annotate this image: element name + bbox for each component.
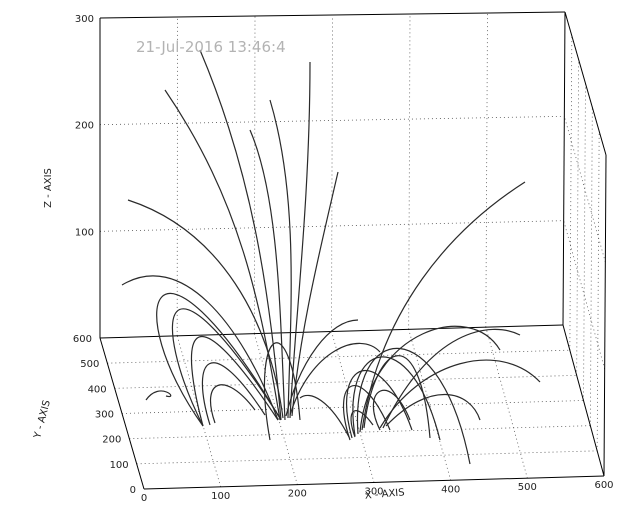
z-axis-label: Z - AXIS (43, 168, 54, 208)
field-line-6 (263, 342, 301, 441)
field-line-4 (201, 362, 266, 426)
floor-grid-x (408, 329, 452, 481)
field-line-17 (342, 385, 391, 441)
right-wall-grid (589, 107, 593, 426)
back-wall-grid-horizontal (99, 220, 564, 232)
axis-frame-edge (562, 11, 566, 326)
field-line-14 (121, 275, 279, 421)
field-line-3 (156, 292, 282, 427)
y-tick-label: 400 (88, 384, 107, 395)
axis-frame-edge (99, 11, 566, 19)
y-tick-label: 100 (110, 460, 129, 471)
x-tick-label: 500 (518, 482, 537, 493)
x-tick-label: 100 (211, 491, 230, 502)
field-line-30 (385, 393, 481, 427)
field-line-13 (127, 199, 284, 419)
right-wall-grid (569, 35, 573, 351)
y-tick-label: 200 (102, 435, 121, 446)
back-wall-grid-vertical (485, 12, 488, 328)
right-wall-grid (596, 131, 600, 451)
y-tick-label: 300 (95, 410, 114, 421)
field-line-9 (249, 129, 286, 421)
x-axis-label: X - AXIS (364, 487, 405, 501)
field-line-15 (285, 319, 359, 417)
z-tick-label: 100 (75, 227, 94, 238)
axes-frame (99, 11, 607, 490)
field-line-5 (210, 384, 256, 424)
back-wall-grid-vertical (408, 13, 411, 330)
right-wall-grid (576, 59, 580, 376)
field-line-1 (190, 335, 279, 427)
y-tick-label: 600 (73, 334, 92, 345)
field-line-26 (350, 410, 374, 438)
right-wall-grid (563, 220, 606, 370)
back-wall-grid-horizontal (99, 115, 565, 126)
field-line-11 (289, 61, 311, 419)
field-line-23 (363, 355, 431, 439)
field-line-24 (372, 389, 411, 431)
x-tick-label: 0 (141, 493, 147, 504)
back-wall-grid-vertical (253, 15, 256, 334)
x-tick-label: 300 (364, 487, 383, 498)
y-tick-label: 500 (80, 359, 99, 370)
axis-frame-edge (603, 154, 607, 477)
field-line-25 (145, 390, 172, 401)
z-tick-label: 200 (75, 121, 94, 132)
floor-grid-y (136, 450, 598, 465)
field-line-27 (299, 394, 350, 438)
back-wall-grid-vertical (331, 14, 333, 332)
right-wall-grid (583, 83, 586, 401)
field-line-22 (361, 181, 526, 431)
timestamp-label: 21-Jul-2016 13:46:4 (136, 38, 286, 56)
x-tick-label: 200 (288, 489, 307, 500)
x-tick-label: 600 (594, 480, 613, 491)
z-tick-label: 300 (75, 14, 94, 25)
axis-frame-edge (562, 324, 605, 477)
tick-labels: 0 100 200 300 400 500 600 0 100 200 300 400 500 600 10… (73, 14, 614, 504)
field-line-7 (164, 89, 281, 421)
y-axis-label: Y - AXIS (32, 399, 53, 441)
axis-frame-edge (99, 337, 145, 490)
axis-frame-edge (143, 475, 605, 490)
field-line-19 (352, 356, 441, 441)
field-lines (121, 49, 541, 465)
field-line-28 (379, 359, 541, 429)
field-line-29 (382, 328, 521, 429)
field-line-2 (171, 308, 281, 427)
x-tick-label: 400 (441, 484, 460, 495)
field-line-8 (199, 49, 282, 421)
field-line-10 (269, 99, 292, 419)
field-line-16 (289, 342, 381, 416)
field-line-12 (291, 171, 339, 417)
axis-frame-edge (564, 11, 607, 156)
y-tick-label: 0 (130, 485, 136, 496)
